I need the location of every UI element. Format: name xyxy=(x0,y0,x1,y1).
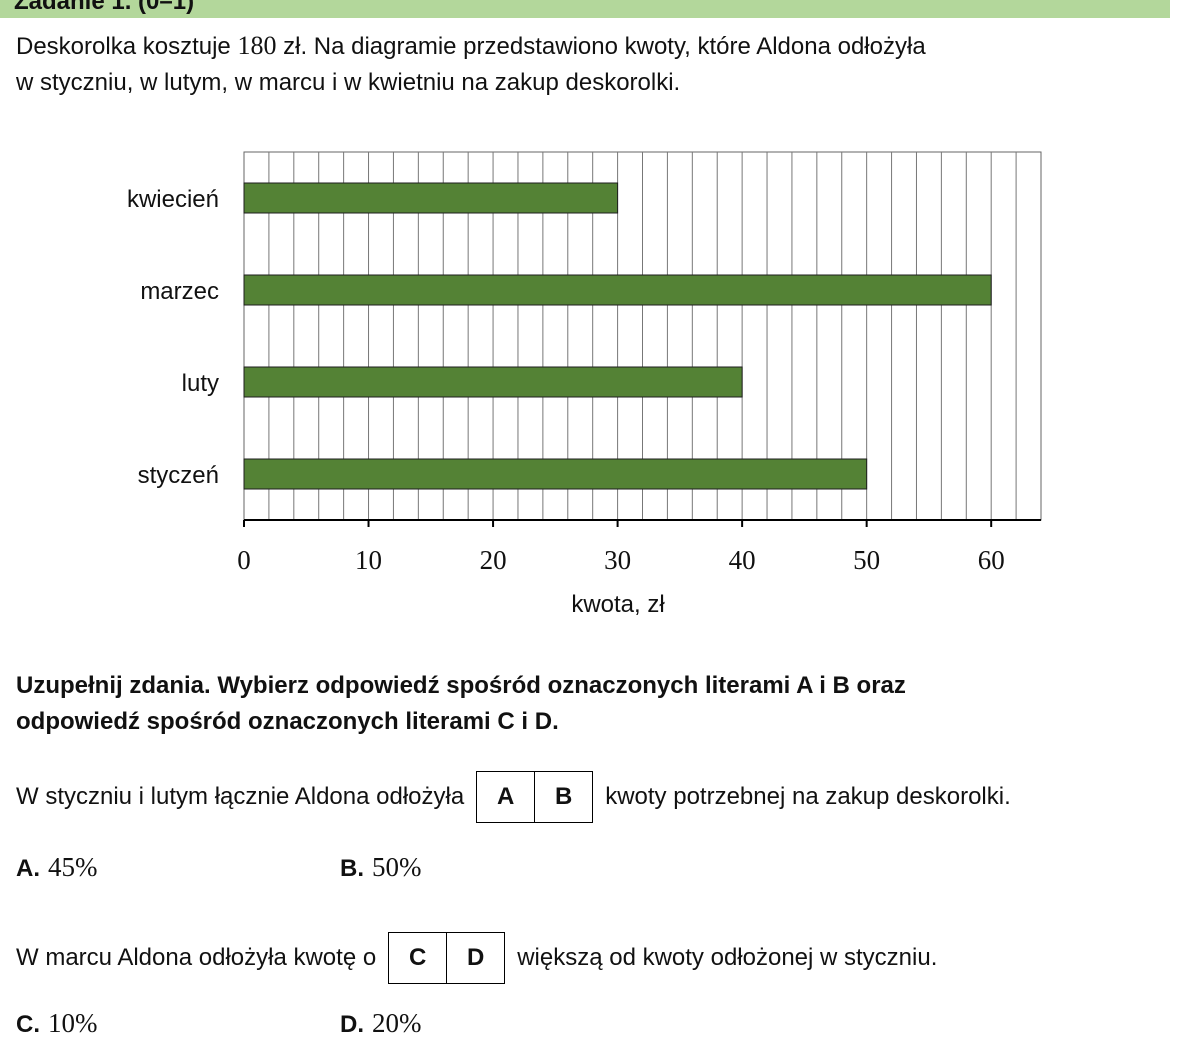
task-intro: Deskorolka kosztuje 180 zł. Na diagramie… xyxy=(16,28,926,101)
option-d-letter: D. xyxy=(340,1011,364,1038)
chart-x-axis-label: kwota, zł xyxy=(571,591,665,618)
intro-text-1: Deskorolka kosztuje xyxy=(16,33,231,60)
chart-x-tick-label: 60 xyxy=(978,545,1005,575)
intro-text-2: zł. Na diagramie przedstawiono kwoty, kt… xyxy=(283,33,926,60)
task-title: Zadanie 1. (0–1) xyxy=(14,0,195,15)
instruction-line2: odpowiedź spośród oznaczonych literami C… xyxy=(16,708,559,735)
chart-bar-1 xyxy=(243,182,619,214)
option-d-value: 20% xyxy=(372,1008,422,1038)
chart-bars xyxy=(243,182,992,490)
chart-category-label: styczeń xyxy=(138,462,219,489)
chart-category-label: kwiecień xyxy=(127,186,219,213)
chart-x-tick-label: 10 xyxy=(355,545,382,575)
question-1-after: kwoty potrzebnej na zakup deskorolki. xyxy=(605,783,1011,810)
instruction-line1: Uzupełnij zdania. Wybierz odpowiedź spoś… xyxy=(16,672,906,699)
answer-box-ab[interactable]: A B xyxy=(476,771,594,823)
option-c-letter: C. xyxy=(16,1011,40,1038)
option-a-value: 45% xyxy=(48,852,98,882)
answer-box-d[interactable]: D xyxy=(446,933,504,983)
question-2: W marcu Aldona odłożyła kwotę o C D więk… xyxy=(16,932,937,984)
intro-price: 180 xyxy=(237,31,277,60)
chart-bar-4 xyxy=(243,458,868,490)
question-2-before: W marcu Aldona odłożyła kwotę o xyxy=(16,944,377,971)
chart-category-label: luty xyxy=(182,370,219,397)
option-b[interactable]: B. 50% xyxy=(340,852,422,883)
chart-category-labels: kwiecień marzec luty styczeń xyxy=(127,186,219,489)
instruction: Uzupełnij zdania. Wybierz odpowiedź spoś… xyxy=(16,668,906,740)
answer-box-a[interactable]: A xyxy=(497,783,515,810)
chart-bar-2 xyxy=(243,274,992,306)
option-a-letter: A. xyxy=(16,855,40,882)
chart-x-tick-label: 20 xyxy=(480,545,507,575)
answer-box-c[interactable]: C xyxy=(409,944,427,971)
chart-x-tick-label: 30 xyxy=(604,545,631,575)
option-a[interactable]: A. 45% xyxy=(16,852,98,883)
question-1: W styczniu i lutym łącznie Aldona odłoży… xyxy=(16,771,1011,823)
option-c-value: 10% xyxy=(48,1008,98,1038)
intro-text-line2: w styczniu, w lutym, w marcu i w kwietni… xyxy=(16,69,681,96)
chart-x-axis: 0 10 20 30 40 50 60 xyxy=(237,519,1041,575)
option-b-letter: B. xyxy=(340,855,364,882)
answer-box-b[interactable]: B xyxy=(534,772,592,822)
question-2-after: większą od kwoty odłożonej w styczniu. xyxy=(517,944,938,971)
chart-x-tick-label: 50 xyxy=(853,545,880,575)
answer-box-cd[interactable]: C D xyxy=(388,932,506,984)
chart-x-tick-label: 40 xyxy=(729,545,756,575)
task-header-bar: Zadanie 1. (0–1) xyxy=(0,0,1170,18)
chart-category-label: marzec xyxy=(140,278,219,305)
chart-x-tick-label: 0 xyxy=(237,545,251,575)
question-1-before: W styczniu i lutym łącznie Aldona odłoży… xyxy=(16,783,465,810)
chart-bar-3 xyxy=(243,366,743,398)
option-b-value: 50% xyxy=(372,852,422,882)
